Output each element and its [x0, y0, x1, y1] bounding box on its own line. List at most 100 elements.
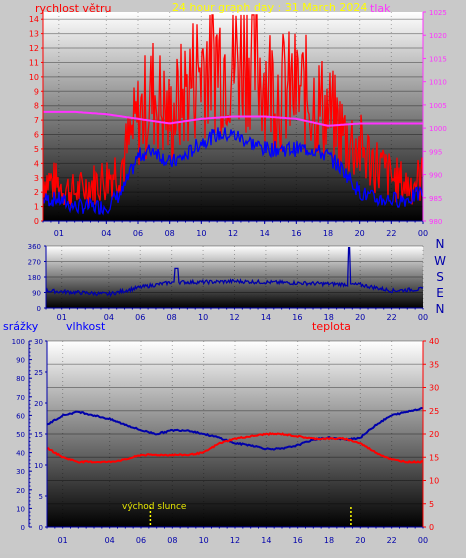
pressure-tick-label: 1005 — [429, 102, 447, 110]
wind-tick-label: 14 — [29, 15, 39, 24]
x-tick-label: 18 — [324, 313, 334, 322]
wind-tick-label: 9 — [34, 87, 39, 96]
wind-tick-label: 6 — [34, 131, 39, 140]
rain-tick-label: 30 — [16, 468, 25, 476]
x-tick-label: 01 — [58, 536, 68, 545]
wind-tick-label: 3 — [34, 174, 39, 183]
x-tick-label: 14 — [261, 536, 271, 545]
wind-tick-label: 10 — [29, 73, 39, 82]
x-tick-label: 08 — [167, 313, 177, 322]
rain-tick-label: 40 — [16, 450, 25, 458]
x-tick-label: 10 — [198, 313, 208, 322]
inner-tick-label: 10 — [34, 462, 43, 470]
rain-tick-label: 80 — [16, 375, 25, 383]
pressure-tick-label: 1000 — [429, 125, 447, 133]
temperature-tick-label: 30 — [429, 384, 439, 393]
compass-letter: W — [434, 254, 446, 268]
x-tick-label: 22 — [387, 536, 397, 545]
temperature-tick-label: 35 — [429, 360, 439, 369]
x-tick-label: 14 — [261, 313, 271, 322]
pressure-tick-label: 980 — [429, 218, 442, 226]
rain-tick-label: 0 — [21, 524, 25, 532]
direction-tick-label: 180 — [28, 274, 41, 282]
direction-tick-label: 270 — [28, 259, 41, 267]
wind-tick-label: 8 — [34, 102, 39, 111]
humidity-line — [46, 406, 424, 451]
rain-tick-label: 100 — [12, 338, 25, 346]
wind-tick-label: 11 — [29, 58, 39, 67]
temperature-axis-label: teplota — [312, 320, 351, 333]
pressure-tick-label: 985 — [429, 195, 442, 203]
temperature-tick-label: 40 — [429, 337, 439, 346]
direction-tick-label: 360 — [28, 243, 41, 251]
wind-speed-axis-label: rychlost větru — [35, 2, 111, 15]
direction-tick-label: 90 — [32, 290, 41, 298]
pressure-line — [43, 110, 423, 127]
x-tick-label: 18 — [323, 229, 333, 238]
humidity-axis-label: vlhkost — [66, 320, 106, 333]
chart-title: 24 hour graph day : 31 March 2024 — [172, 1, 367, 14]
wind-tick-label: 0 — [34, 217, 39, 226]
x-tick-label: 12 — [229, 313, 239, 322]
wind-tick-label: 12 — [29, 44, 39, 53]
x-tick-label: 20 — [355, 229, 365, 238]
x-tick-label: 04 — [104, 313, 114, 322]
pressure-tick-label: 1015 — [429, 55, 447, 63]
pressure-tick-label: 1020 — [429, 32, 447, 40]
inner-tick-label: 5 — [39, 493, 43, 501]
temperature-line — [46, 431, 424, 464]
pressure-tick-label: 995 — [429, 148, 442, 156]
temperature-tick-label: 5 — [429, 500, 434, 509]
temperature-tick-label: 10 — [429, 477, 439, 486]
rain-tick-label: 90 — [16, 357, 25, 365]
temperature-tick-label: 15 — [429, 453, 439, 462]
x-tick-label: 12 — [228, 229, 238, 238]
x-tick-label: 18 — [324, 536, 334, 545]
x-tick-label: 14 — [260, 229, 270, 238]
temperature-tick-label: 0 — [429, 523, 434, 532]
temperature-tick-label: 20 — [429, 430, 439, 439]
x-tick-label: 08 — [167, 536, 177, 545]
x-tick-label: 06 — [135, 313, 145, 322]
compass-letter: E — [436, 286, 444, 300]
rain-tick-label: 50 — [16, 431, 25, 439]
x-tick-label: 00 — [418, 313, 428, 322]
x-tick-label: 10 — [199, 536, 209, 545]
pressure-tick-label: 1010 — [429, 79, 447, 87]
x-tick-label: 06 — [133, 229, 143, 238]
x-tick-label: 16 — [292, 313, 302, 322]
inner-tick-label: 15 — [34, 431, 43, 439]
wind-tick-label: 4 — [34, 159, 39, 168]
x-tick-label: 01 — [57, 313, 67, 322]
x-tick-label: 00 — [418, 229, 428, 238]
x-tick-label: 00 — [418, 536, 428, 545]
rain-tick-label: 70 — [16, 394, 25, 402]
inner-tick-label: 0 — [39, 524, 43, 532]
pressure-tick-label: 990 — [429, 172, 442, 180]
wind-tick-label: 1 — [34, 203, 39, 212]
x-tick-label: 08 — [165, 229, 175, 238]
sunrise-annotation: východ slunce — [122, 502, 187, 512]
wind-gust-line — [42, 14, 424, 209]
rain-tick-label: 10 — [16, 505, 25, 513]
rain-tick-label: 60 — [16, 412, 25, 420]
pressure-tick-label: 1025 — [429, 9, 447, 17]
x-tick-label: 06 — [136, 536, 146, 545]
compass-letter: N — [436, 237, 445, 251]
compass-letter: S — [436, 270, 444, 284]
direction-tick-label: 0 — [37, 305, 41, 313]
x-tick-label: 16 — [291, 229, 301, 238]
x-tick-label: 22 — [386, 229, 396, 238]
x-tick-label: 16 — [293, 536, 303, 545]
wind-tick-label: 13 — [29, 30, 39, 39]
wind-tick-label: 5 — [34, 145, 39, 154]
inner-tick-label: 30 — [34, 338, 43, 346]
compass-letter: N — [436, 302, 445, 316]
rain-tick-label: 20 — [16, 487, 25, 495]
humidity-temperature-plot-area — [47, 341, 423, 527]
inner-tick-label: 25 — [34, 369, 43, 377]
x-tick-label: 04 — [105, 536, 115, 545]
pressure-axis-label: tlak — [370, 2, 391, 15]
